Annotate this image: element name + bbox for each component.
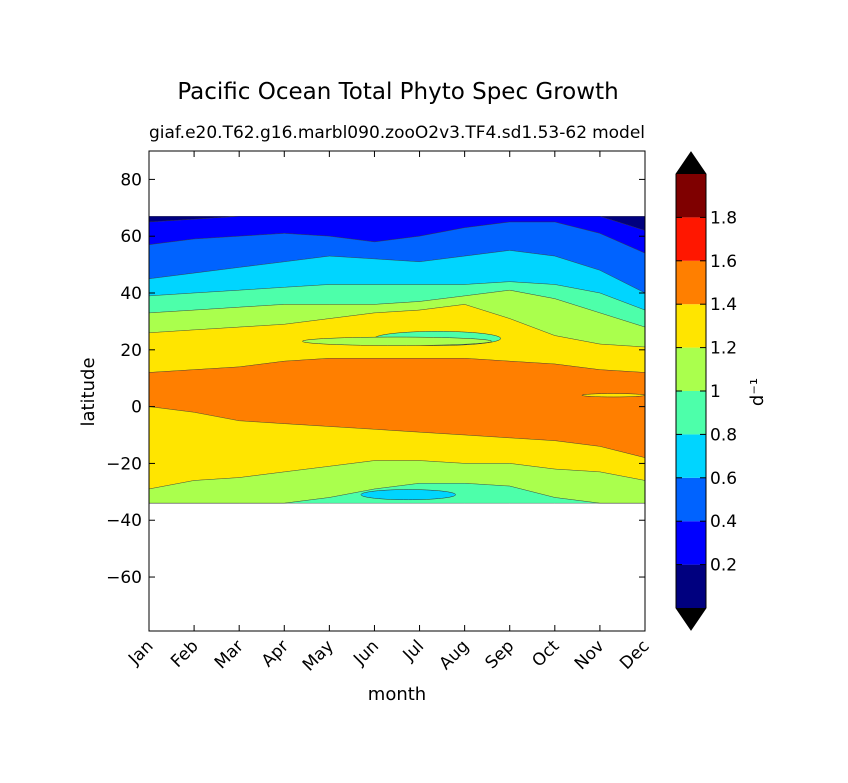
y-tick-label: 60: [120, 227, 142, 247]
y-tick-label: 20: [120, 341, 142, 361]
colorbar-segment: [676, 217, 706, 261]
y-axis: 80 60 40 20 0 −20 −40 −60: [106, 170, 645, 588]
plot-area: [148, 150, 646, 632]
colorbar-tick-label: 1.6: [710, 252, 737, 272]
colorbar-tick-label: 0.2: [710, 556, 737, 576]
x-tick-label: Mar: [211, 636, 248, 673]
x-tick-label: Jan: [124, 636, 157, 669]
x-tick-label: May: [299, 636, 338, 675]
y-tick-label: 80: [120, 170, 142, 190]
y-tick-label: −40: [106, 511, 142, 531]
chart-subtitle-right: model: [592, 123, 645, 143]
x-tick-label: Nov: [571, 636, 609, 674]
colorbar-label: d⁻¹: [747, 378, 768, 406]
x-tick-label: Aug: [436, 636, 474, 674]
plot-frame: [148, 150, 646, 632]
y-tick-label: 40: [120, 284, 142, 304]
contour-patch: [302, 336, 492, 346]
colorbar-extend-bottom: [676, 608, 706, 630]
x-tick-label: Sep: [481, 636, 518, 673]
x-tick-label: Oct: [528, 636, 563, 671]
colorbar-segment: [676, 477, 706, 522]
contour-patch: [360, 489, 456, 501]
colorbar-segment: [676, 174, 706, 218]
colorbar-tick-label: 0.4: [710, 512, 737, 532]
x-tick-label: Apr: [258, 636, 293, 671]
y-axis-label: latitude: [78, 357, 99, 426]
colorbar-tick-label: 1.2: [710, 339, 737, 359]
colorbar-segment: [676, 304, 706, 348]
y-tick-label: −60: [106, 568, 142, 588]
colorbar-outline: [675, 151, 707, 631]
x-tick-label: Jun: [349, 636, 383, 670]
contour-patch: [581, 393, 645, 398]
colorbar-tick-label: 0.6: [710, 469, 737, 489]
x-tick-label: Feb: [167, 636, 202, 671]
colorbar-segment: [676, 391, 706, 435]
x-tick-label: Dec: [616, 636, 653, 673]
chart-title: Pacific Ocean Total Phyto Spec Growth: [177, 79, 618, 105]
colorbar-segment: [676, 434, 706, 478]
x-axis-label: month: [368, 684, 426, 705]
colorbar-segment: [676, 347, 706, 391]
colorbar-segment: [676, 564, 706, 608]
colorbar-extend-top: [676, 152, 706, 174]
x-tick-label: Jul: [399, 636, 428, 665]
colorbar-segment: [676, 260, 706, 305]
y-tick-label: −20: [106, 454, 142, 474]
colorbar-tick-label: 0.8: [710, 425, 737, 445]
contour-fill: [149, 216, 645, 504]
chart-subtitle: giaf.e20.T62.g16.marbl090.zooO2v3.TF4.sd…: [149, 123, 587, 143]
y-tick-label: 0: [131, 398, 142, 418]
colorbar-tick-label: 1.4: [710, 295, 737, 315]
colorbar: 0.2 0.4 0.6 0.8 1 1.2 1.4 1.6 1.8: [675, 151, 737, 631]
colorbar-tick-label: 1.8: [710, 208, 737, 228]
colorbar-tick-label: 1: [710, 382, 721, 402]
colorbar-segment: [676, 521, 706, 565]
